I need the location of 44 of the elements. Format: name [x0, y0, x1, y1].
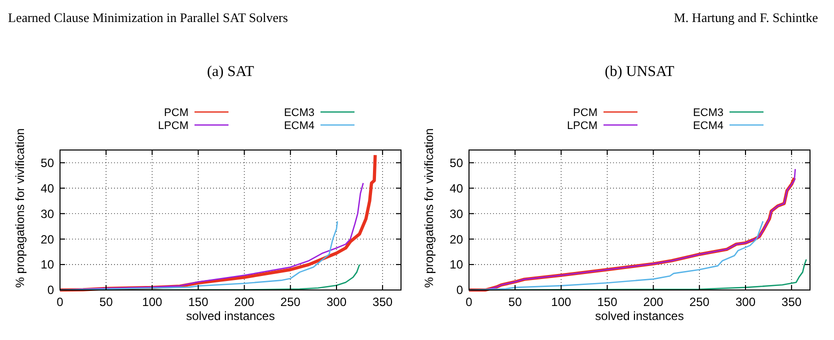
legend-label: PCM: [573, 107, 598, 119]
y-tick-label: 0: [47, 283, 54, 298]
x-tick-label: 150: [188, 295, 209, 309]
y-tick-label: 40: [40, 181, 54, 196]
legend-label: LPCM: [566, 120, 598, 132]
x-tick-label: 350: [782, 295, 802, 309]
chart-title: (b) UNSAT: [604, 64, 674, 80]
y-tick-label: 10: [40, 258, 54, 272]
x-tick-label: 100: [142, 295, 162, 309]
x-tick-label: 300: [326, 295, 347, 309]
x-axis-title: solved instances: [595, 309, 684, 323]
x-tick-label: 200: [234, 295, 255, 309]
legend-label: ECM3: [692, 107, 724, 119]
x-tick-label: 50: [99, 295, 114, 309]
y-tick-label: 40: [450, 181, 464, 196]
legend-label: LPCM: [158, 120, 188, 132]
x-tick-label: 300: [735, 295, 756, 309]
y-axis-title: % propagations for vivification: [13, 128, 27, 288]
text: M. Hartung and F. Schintke: [674, 10, 818, 25]
x-axis-title: solved instances: [186, 309, 275, 323]
y-axis-title: % propagations for vivification: [422, 128, 436, 288]
y-tick-label: 50: [450, 156, 464, 170]
y-tick-label: 0: [456, 283, 464, 298]
x-tick-label: 350: [372, 295, 393, 309]
y-tick-label: 30: [40, 206, 54, 221]
chart-title: (a) SAT: [206, 64, 254, 80]
x-tick-label: 50: [508, 295, 522, 309]
legend-label: ECM4: [284, 120, 314, 132]
legend-label: ECM4: [692, 120, 724, 132]
y-tick-label: 20: [450, 232, 464, 246]
y-tick-label: 30: [450, 206, 464, 221]
x-tick-label: 200: [643, 295, 664, 309]
x-tick-label: 250: [689, 295, 710, 309]
legend-label: ECM3: [284, 107, 314, 119]
x-tick-label: 150: [597, 295, 618, 309]
y-tick-label: 50: [40, 156, 54, 170]
x-tick-label: 0: [56, 295, 64, 309]
x-tick-label: 250: [280, 295, 301, 309]
text: Learned Clause Minimization in Parallel SAT Solvers: [8, 10, 288, 25]
y-tick-label: 10: [450, 258, 464, 272]
x-tick-label: 100: [551, 295, 572, 309]
y-tick-label: 20: [40, 232, 54, 246]
x-tick-label: 0: [466, 295, 473, 309]
legend-label: PCM: [164, 107, 188, 119]
